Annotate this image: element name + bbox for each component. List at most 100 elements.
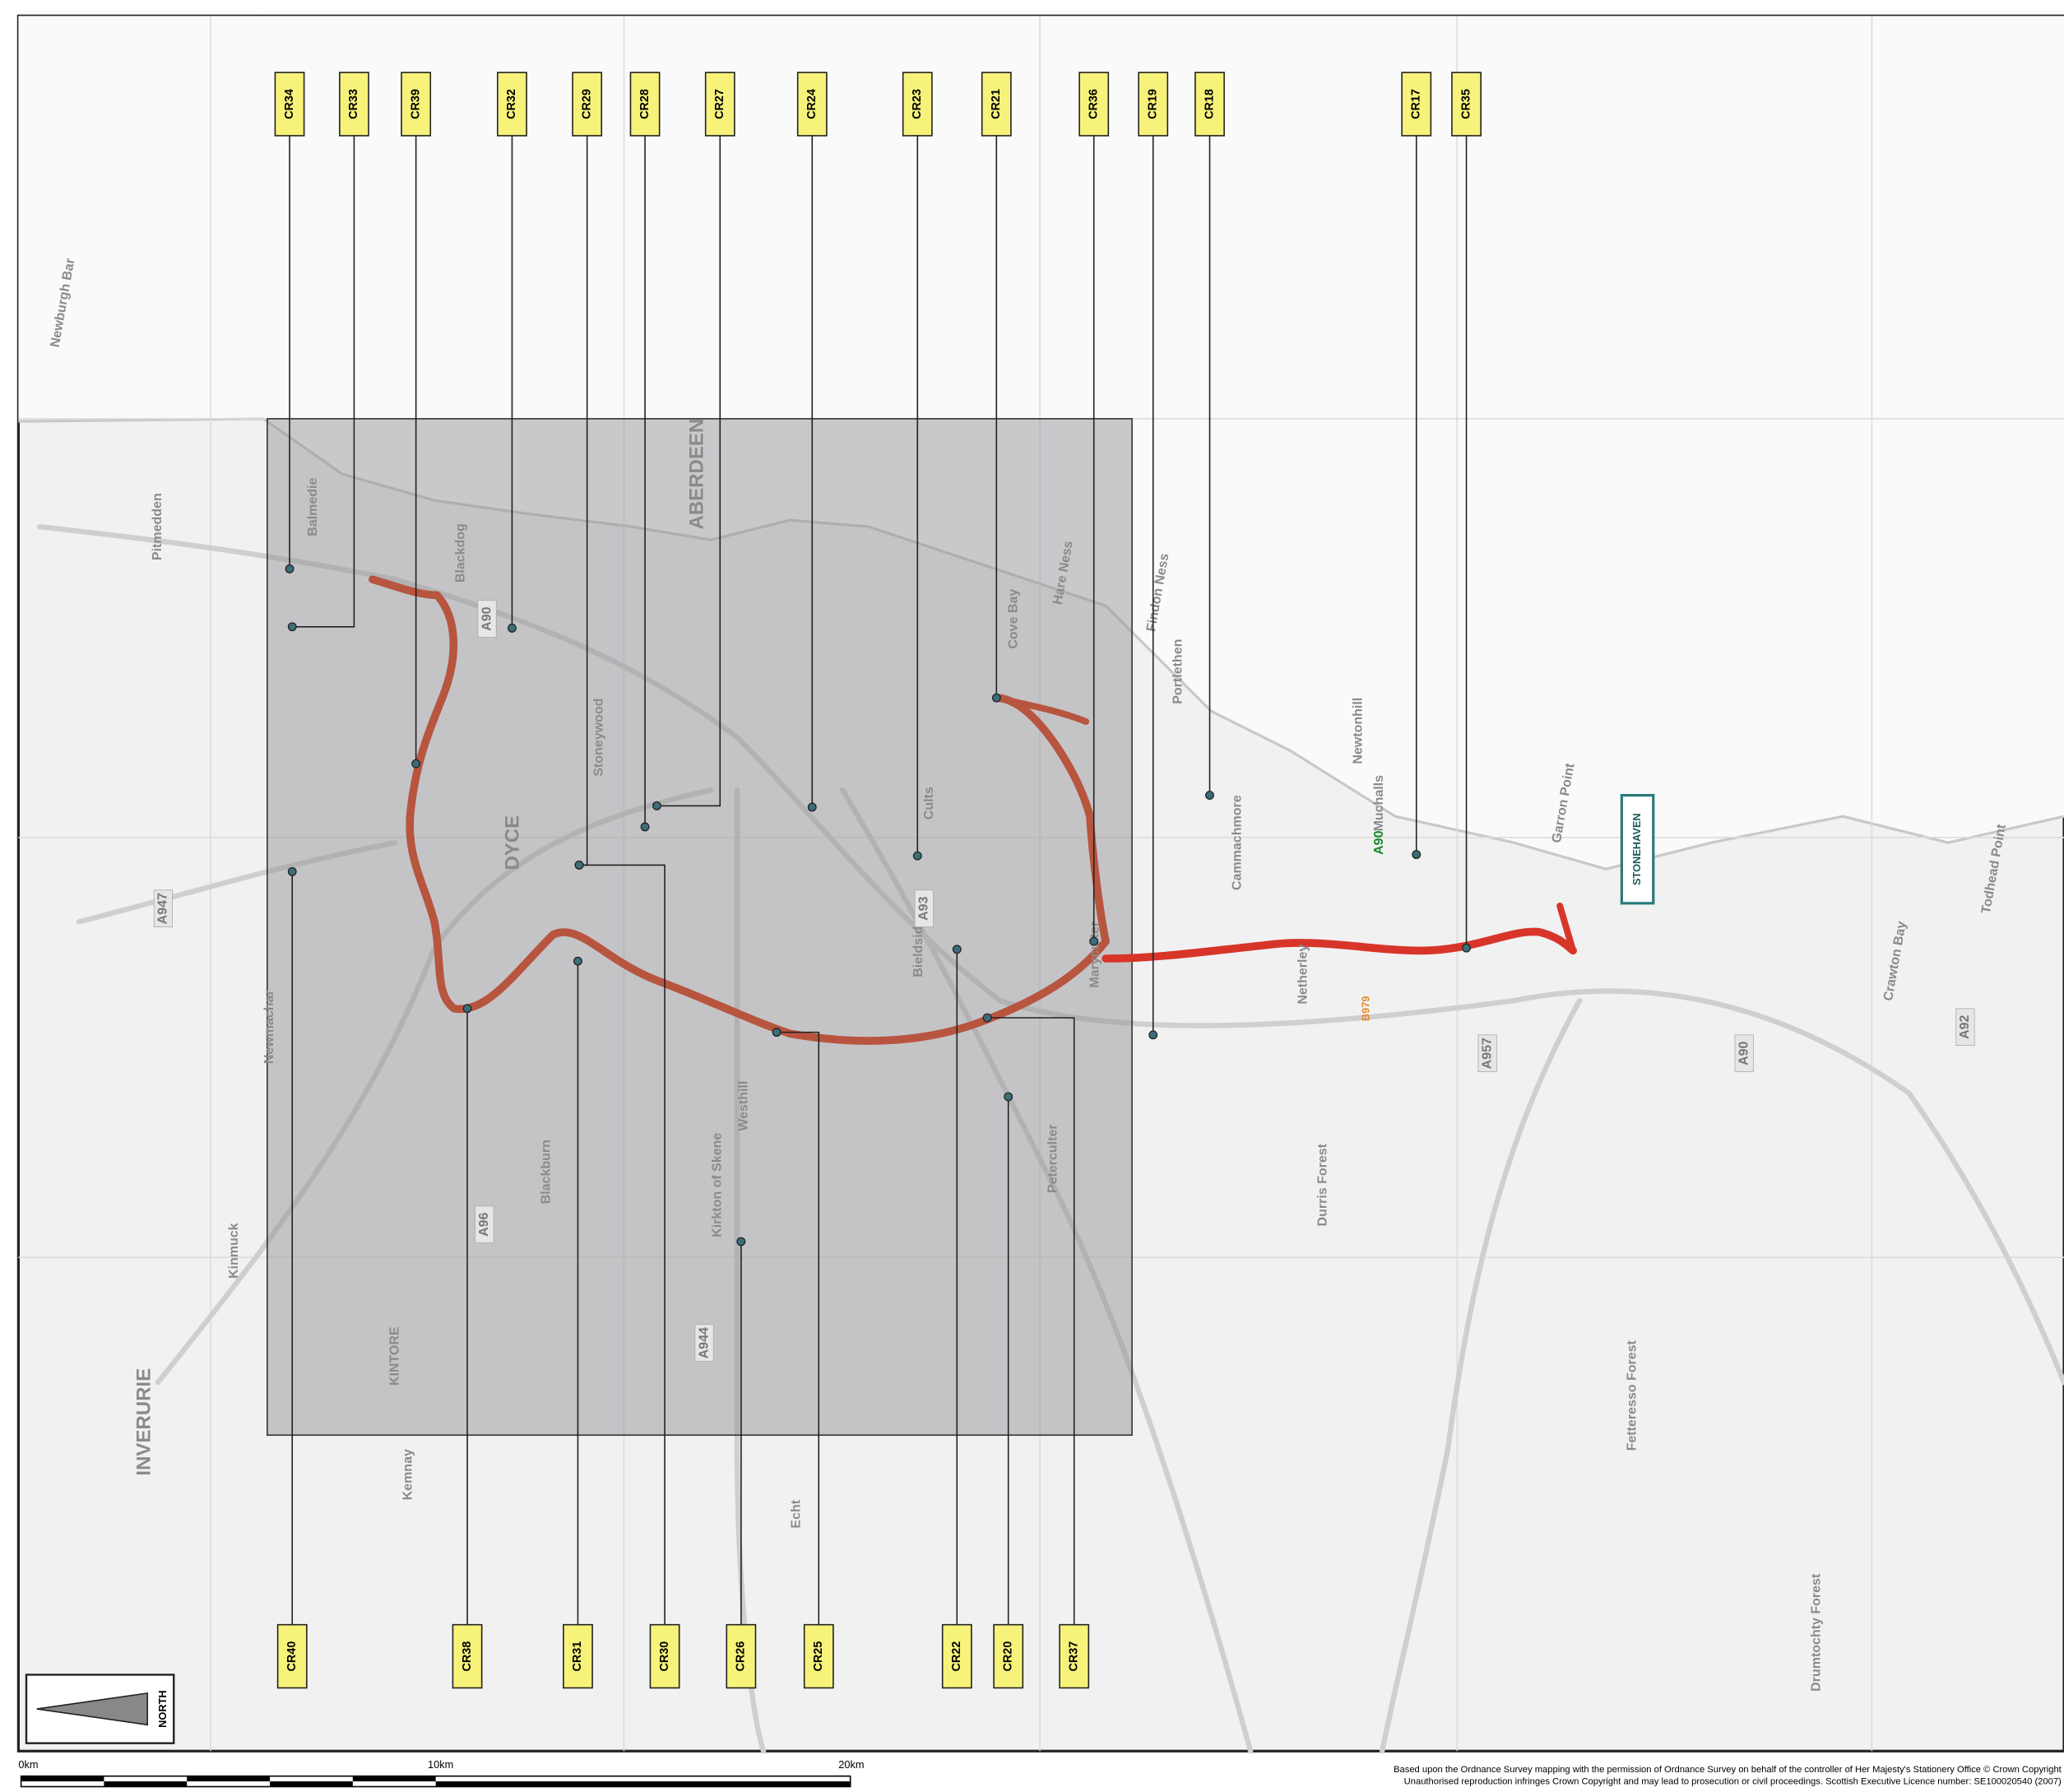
callout-label: CR22	[950, 1641, 963, 1672]
callout-label: CR20	[1001, 1641, 1014, 1672]
callout-box	[649, 1623, 680, 1689]
place-name: Kirkton of Skene	[710, 1133, 724, 1237]
place-name: Cammachmore	[1230, 795, 1244, 890]
callout-label: CR38	[461, 1641, 474, 1672]
callout-box	[981, 72, 1012, 137]
callout-label: CR27	[713, 89, 726, 119]
place-name: Peterculter	[1046, 1124, 1060, 1193]
town-box	[1620, 793, 1655, 905]
callout-line	[292, 135, 355, 628]
callout-box	[629, 72, 661, 137]
route-ring	[369, 575, 1110, 1045]
coastline	[18, 417, 2064, 870]
grid	[18, 16, 2064, 1752]
callout-line	[656, 135, 721, 807]
callout-box	[726, 1623, 757, 1689]
callout-box	[902, 72, 933, 137]
callout-label: CR29	[580, 89, 593, 119]
callout-point	[508, 623, 517, 633]
callout-box	[941, 1623, 972, 1689]
callout-line	[579, 864, 666, 1625]
callout-point	[1004, 1092, 1013, 1102]
place-name: Muchalls	[1372, 775, 1386, 832]
callout-point	[1462, 943, 1471, 953]
road-shield	[153, 889, 174, 928]
callout-point	[1205, 791, 1214, 801]
scale-bar	[20, 1775, 851, 1788]
road-shield	[1477, 1034, 1497, 1073]
place-name: Newtonhill	[1352, 698, 1366, 764]
callout-line	[777, 1031, 820, 1625]
callout-point	[1148, 1030, 1158, 1040]
callout-point	[982, 1013, 992, 1023]
callout-box	[1451, 72, 1482, 137]
place-name: Blackburn	[539, 1140, 553, 1204]
callout-point	[991, 693, 1001, 703]
callout-label: CR35	[1459, 89, 1473, 119]
callout-label: CR32	[505, 89, 518, 119]
scale-label: 0km	[18, 1758, 38, 1771]
callout-point	[462, 1004, 472, 1014]
road-shield	[1734, 1034, 1754, 1073]
callout-point	[640, 822, 650, 832]
callout-point	[287, 866, 297, 876]
callout-point	[912, 851, 922, 861]
place-name: Westhill	[736, 1081, 750, 1131]
callout-box	[993, 1623, 1024, 1689]
callout-point	[573, 956, 582, 966]
sea	[263, 16, 2064, 870]
callout-box	[563, 1623, 593, 1689]
route-spur	[993, 694, 1090, 725]
callout-box	[339, 72, 369, 137]
road-shield	[914, 889, 934, 928]
place-name: Portlethen	[1171, 639, 1185, 704]
study-area	[267, 418, 1133, 1437]
road-label: A93	[917, 896, 931, 920]
callout-point	[807, 802, 817, 812]
scale-label: 20km	[838, 1758, 864, 1771]
place-name: Echt	[789, 1499, 803, 1528]
callout-box	[803, 1623, 834, 1689]
scale-label: 10km	[428, 1758, 453, 1771]
route-south	[1102, 927, 1577, 963]
callout-box	[274, 72, 305, 137]
town-label: STONEHAVEN	[1630, 813, 1643, 885]
route-south	[1556, 903, 1577, 954]
callout-box	[1138, 72, 1169, 137]
callout-label: CR39	[409, 89, 422, 119]
callout-box	[401, 72, 432, 137]
north-arrow	[36, 1692, 149, 1726]
place-name: Netherley	[1296, 945, 1310, 1005]
callout-point	[285, 564, 295, 573]
callout-point	[1089, 936, 1099, 946]
place-name: Drumtochty Forest	[1809, 1573, 1823, 1692]
place-name: Kemnay	[401, 1449, 415, 1500]
callout-box	[572, 72, 603, 137]
callout-label: CR21	[990, 89, 1003, 119]
road-label: A944	[697, 1327, 711, 1358]
callout-label: CR17	[1410, 89, 1423, 119]
callout-label: CR31	[571, 1641, 584, 1672]
callout-label: CR24	[805, 89, 819, 119]
road-label: A90	[1737, 1041, 1751, 1065]
place-name: Pitmedden	[151, 493, 165, 560]
place-name: Cults	[922, 787, 936, 819]
sea	[18, 16, 264, 422]
callout-box	[1194, 72, 1225, 137]
copyright: Based upon the Ordnance Survey mapping w…	[1394, 1765, 2062, 1775]
callout-label: CR26	[735, 1641, 748, 1672]
callout-point	[287, 622, 297, 632]
road-shield	[1955, 1008, 1975, 1047]
place-name: Cove Bay	[1006, 589, 1020, 649]
callout-point	[411, 759, 421, 768]
callout-box	[1401, 72, 1432, 137]
place-name: Durris Forest	[1315, 1143, 1329, 1226]
place-name: DYCE	[501, 815, 523, 870]
callout-label: CR40	[285, 1641, 299, 1672]
place-name: INVERURIE	[132, 1368, 155, 1476]
callout-box	[796, 72, 828, 137]
callout-label: CR25	[812, 1641, 825, 1672]
road-label: A96	[477, 1212, 491, 1236]
callout-box	[452, 1623, 483, 1689]
